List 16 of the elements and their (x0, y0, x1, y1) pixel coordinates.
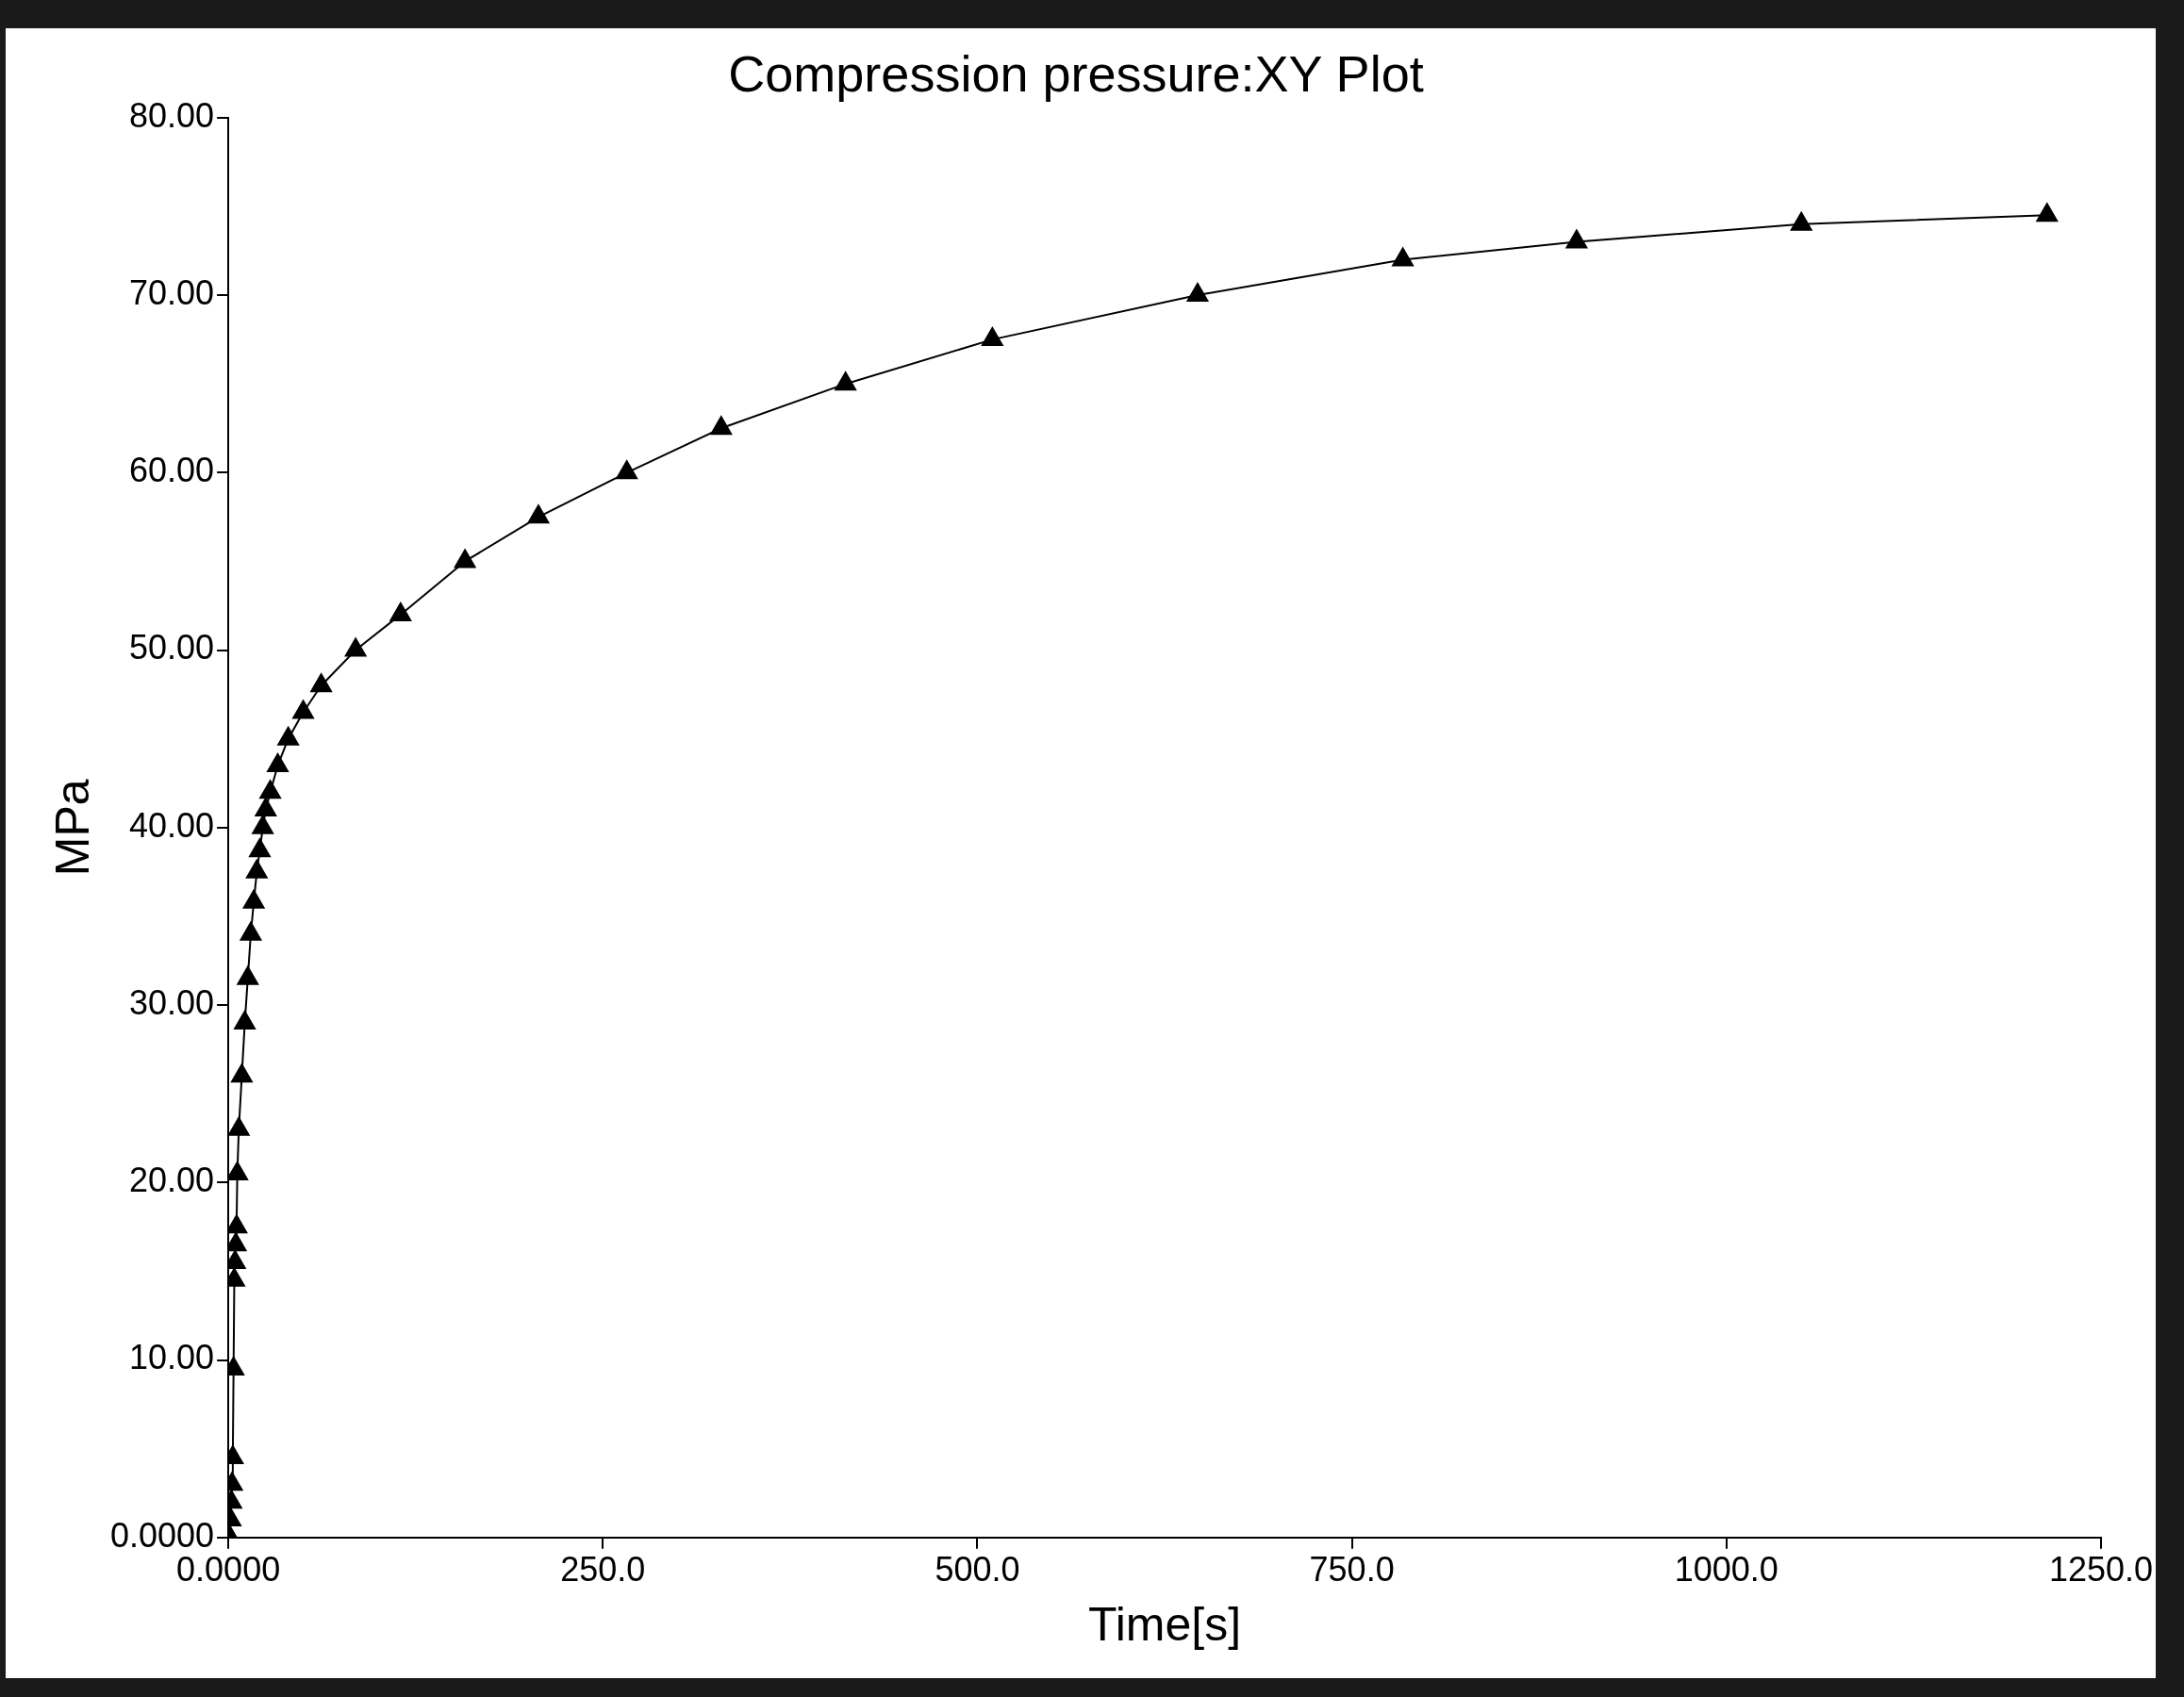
x-tick-label: 1000.0 (1674, 1550, 1779, 1590)
y-tick-label: 10.00 (129, 1338, 215, 1377)
y-tick-label: 40.00 (129, 805, 215, 845)
x-tick-label: 250.0 (560, 1550, 646, 1590)
y-tick-label: 30.00 (129, 982, 215, 1022)
x-tick-label: 750.0 (1309, 1550, 1395, 1590)
y-tick-label: 50.00 (129, 628, 215, 667)
y-axis-title: MPa (45, 779, 99, 877)
chart-title: Compression pressure:XY Plot (728, 45, 1424, 103)
y-tick-label: 60.00 (129, 451, 215, 490)
y-tick-label: 70.00 (129, 272, 215, 312)
y-tick-label: 20.00 (129, 1161, 215, 1200)
x-tick-label: 1250.0 (2048, 1550, 2153, 1590)
x-tick-label: 500.0 (935, 1550, 1020, 1590)
x-axis-title: Time[s] (1088, 1597, 1242, 1651)
y-tick-label: 80.00 (129, 95, 215, 135)
